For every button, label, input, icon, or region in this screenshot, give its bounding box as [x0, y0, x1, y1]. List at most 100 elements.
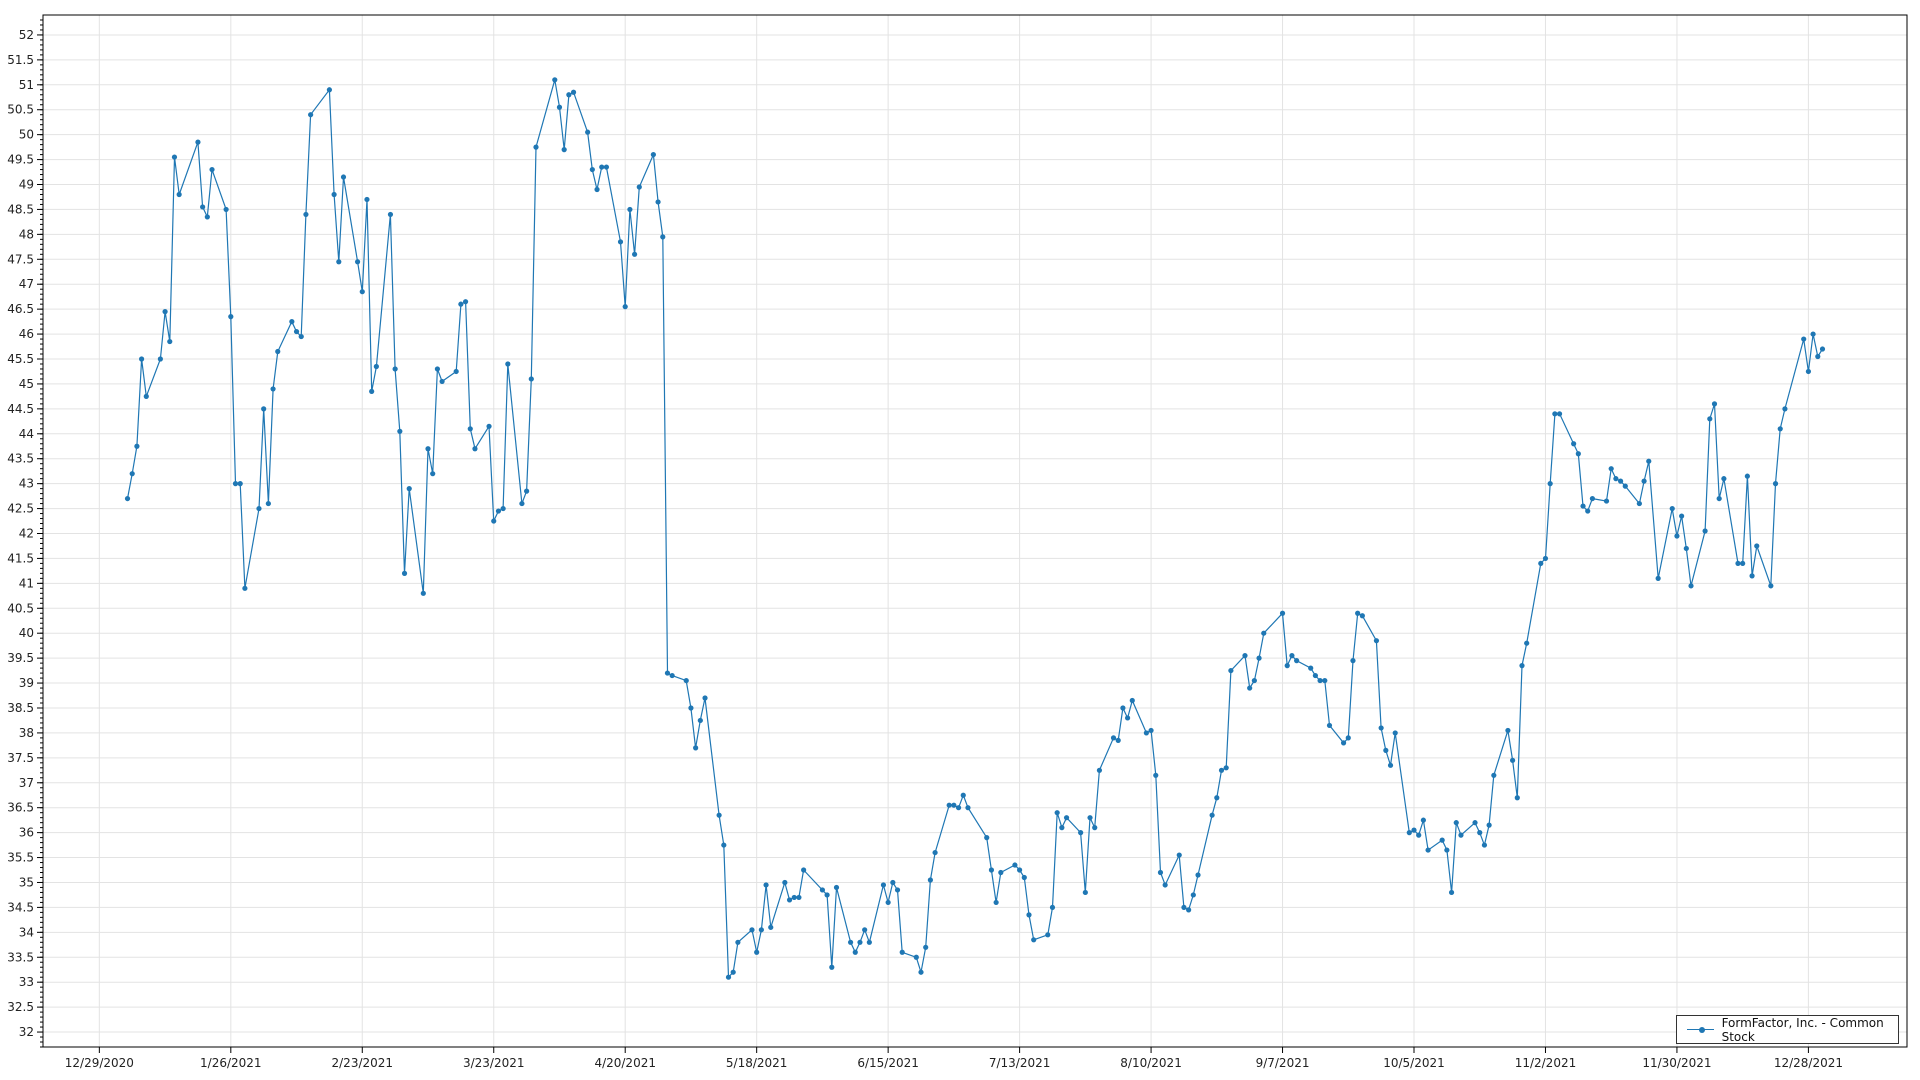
data-point	[951, 802, 957, 808]
y-tick-label: 50.5	[7, 103, 34, 117]
data-point	[467, 426, 473, 432]
data-point	[988, 867, 995, 873]
y-tick-label: 48.5	[7, 202, 34, 216]
data-point	[303, 211, 309, 218]
data-point	[1312, 672, 1319, 679]
data-point	[265, 500, 271, 507]
data-point	[754, 949, 760, 955]
data-point	[232, 481, 239, 487]
data-point	[1505, 727, 1511, 734]
data-point	[1340, 740, 1347, 746]
y-tick-label: 41.5	[7, 551, 34, 565]
data-point	[336, 259, 342, 265]
data-point	[1049, 904, 1056, 911]
data-point	[824, 892, 830, 898]
data-point	[749, 927, 755, 933]
y-tick-label: 46.5	[7, 302, 34, 316]
data-point	[833, 884, 840, 891]
data-point	[1411, 827, 1417, 833]
data-point	[420, 590, 426, 596]
data-point	[885, 899, 891, 906]
data-point	[1153, 772, 1159, 778]
legend-label: FormFactor, Inc. - Common Stock	[1721, 1015, 1884, 1044]
data-point	[852, 949, 858, 955]
data-point	[1571, 441, 1577, 447]
data-point	[505, 361, 511, 367]
data-point	[735, 939, 741, 945]
x-tick-label: 12/28/2021	[1774, 1056, 1843, 1070]
x-tick-label: 9/7/2021	[1256, 1056, 1310, 1070]
data-point	[1355, 610, 1361, 616]
data-point	[556, 104, 563, 110]
data-point	[552, 77, 558, 83]
data-point	[894, 887, 901, 893]
data-point	[566, 92, 572, 98]
data-point	[1251, 677, 1257, 684]
data-point	[1294, 658, 1300, 664]
data-point	[1186, 907, 1192, 913]
x-tick-label: 8/10/2021	[1120, 1056, 1182, 1070]
data-point	[228, 314, 234, 320]
data-point	[1819, 346, 1826, 352]
data-point	[401, 570, 408, 576]
data-point	[237, 481, 243, 487]
data-point	[1514, 795, 1520, 801]
data-point	[397, 428, 403, 434]
y-tick-label: 38	[19, 726, 34, 740]
data-point	[1223, 765, 1229, 771]
data-point	[340, 174, 347, 180]
data-point	[167, 338, 173, 345]
series-formfactor	[124, 77, 1826, 980]
data-point	[829, 964, 835, 970]
data-point	[669, 672, 675, 679]
data-point	[1129, 697, 1135, 704]
data-point	[472, 446, 478, 452]
data-point	[359, 289, 365, 295]
data-point	[256, 505, 262, 512]
data-point	[1242, 653, 1248, 659]
data-point	[129, 471, 135, 477]
data-point	[486, 423, 492, 429]
data-point	[1326, 722, 1333, 729]
x-tick-label: 2/23/2021	[332, 1056, 394, 1070]
data-point	[1448, 889, 1455, 896]
y-tick-label: 49.5	[7, 153, 34, 167]
data-point	[1096, 767, 1103, 773]
data-point	[1176, 852, 1182, 858]
data-point	[326, 87, 333, 93]
data-point	[1218, 767, 1225, 773]
data-point	[913, 954, 919, 960]
data-point	[491, 518, 497, 524]
data-point	[927, 877, 933, 883]
y-tick-label: 45	[19, 377, 34, 391]
data-point	[721, 842, 727, 848]
y-tick-label: 38.5	[7, 701, 34, 715]
data-point	[1157, 869, 1164, 876]
x-tick-label: 5/18/2021	[726, 1056, 788, 1070]
y-tick-label: 35	[19, 875, 34, 889]
data-point	[589, 166, 595, 173]
data-point	[1547, 481, 1553, 487]
data-point	[932, 849, 938, 856]
data-point	[1542, 555, 1549, 562]
data-point	[1289, 653, 1295, 659]
data-point	[1481, 842, 1488, 848]
data-point	[500, 505, 506, 512]
data-point	[1031, 937, 1037, 943]
data-point	[1575, 451, 1581, 457]
y-tick-label: 41	[19, 576, 34, 590]
data-point	[453, 368, 459, 375]
data-point	[862, 927, 868, 933]
y-tick-label: 46	[19, 327, 34, 341]
data-point	[984, 835, 990, 841]
data-point	[683, 677, 689, 684]
y-tick-label: 42.5	[7, 502, 34, 516]
data-point	[702, 695, 708, 701]
data-point	[1082, 889, 1088, 896]
data-point	[138, 356, 145, 362]
data-point	[124, 495, 131, 502]
y-tick-label: 47.5	[7, 252, 34, 266]
y-tick-label: 39.5	[7, 651, 34, 665]
data-point	[1317, 677, 1323, 684]
data-point	[204, 214, 210, 220]
